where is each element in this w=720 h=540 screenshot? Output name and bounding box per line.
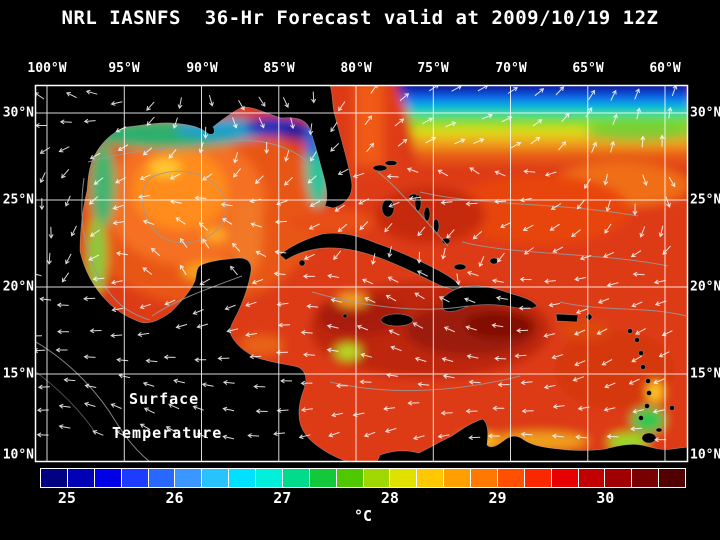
colorbar-segment	[121, 469, 149, 487]
lat-label: 15°N	[2, 366, 34, 382]
lat-label: 30°N	[2, 105, 34, 121]
colorbar-segment	[336, 469, 364, 487]
colorbar-segment	[94, 469, 122, 487]
colorbar	[40, 468, 686, 488]
overlay-label-temperature: Temperature	[112, 424, 223, 442]
colorbar-segment	[41, 469, 68, 487]
colorbar-segment	[390, 469, 418, 487]
colorbar-segment	[551, 469, 579, 487]
colorbar-segment	[444, 469, 471, 487]
colorbar-segment	[471, 469, 498, 487]
lon-label: 90°W	[186, 61, 218, 76]
colorbar-segment	[659, 469, 685, 487]
land-mask	[36, 86, 687, 461]
lat-label: 25°N	[2, 192, 34, 208]
colorbar-segment	[524, 469, 552, 487]
colorbar-segment	[256, 469, 283, 487]
colorbar-segment	[417, 469, 445, 487]
colorbar-tick: 29	[488, 489, 507, 507]
colorbar-ticks: 25 26 27 28 29 30	[40, 489, 686, 507]
lat-label: 20°N	[2, 279, 34, 295]
lon-label: 70°W	[495, 61, 527, 76]
lon-label: 95°W	[108, 61, 140, 76]
colorbar-tick: 28	[380, 489, 399, 507]
lon-label: 100°W	[27, 61, 67, 76]
lon-label: 80°W	[340, 61, 372, 76]
colorbar-segment	[309, 469, 337, 487]
lon-label: 60°W	[649, 61, 681, 76]
map-frame	[34, 84, 689, 463]
figure-title: NRL IASNFS 36-Hr Forecast valid at 2009/…	[61, 7, 659, 29]
overlay-label-surface: Surface	[129, 390, 200, 408]
sst-field	[36, 86, 687, 461]
colorbar-segment	[363, 469, 391, 487]
colorbar-tick: 26	[165, 489, 184, 507]
colorbar-tick: 27	[273, 489, 292, 507]
lat-label: 10°N	[2, 447, 34, 463]
colorbar-segment	[67, 469, 95, 487]
colorbar-segment	[229, 469, 256, 487]
wind-vector-arrows	[36, 86, 678, 443]
colorbar-unit-label: °C	[353, 507, 373, 525]
colorbar-tick: 25	[57, 489, 76, 507]
lat-label: 10°N	[690, 447, 720, 463]
colorbar-segment	[578, 469, 606, 487]
colorbar-segment	[605, 469, 633, 487]
colorbar-segment	[497, 469, 525, 487]
lat-label: 25°N	[690, 192, 720, 208]
colorbar-segment	[148, 469, 176, 487]
lon-label: 75°W	[417, 61, 449, 76]
colorbar-segment	[632, 469, 660, 487]
colorbar-segment	[175, 469, 203, 487]
bathymetry-contours	[36, 139, 687, 461]
lat-label: 15°N	[690, 366, 720, 382]
colorbar-segment	[282, 469, 310, 487]
colorbar-tick: 30	[596, 489, 615, 507]
lat-label: 20°N	[690, 279, 720, 295]
colorbar-segment	[202, 469, 230, 487]
lat-label: 30°N	[690, 105, 720, 121]
lon-label: 85°W	[263, 61, 295, 76]
lon-label: 65°W	[572, 61, 604, 76]
